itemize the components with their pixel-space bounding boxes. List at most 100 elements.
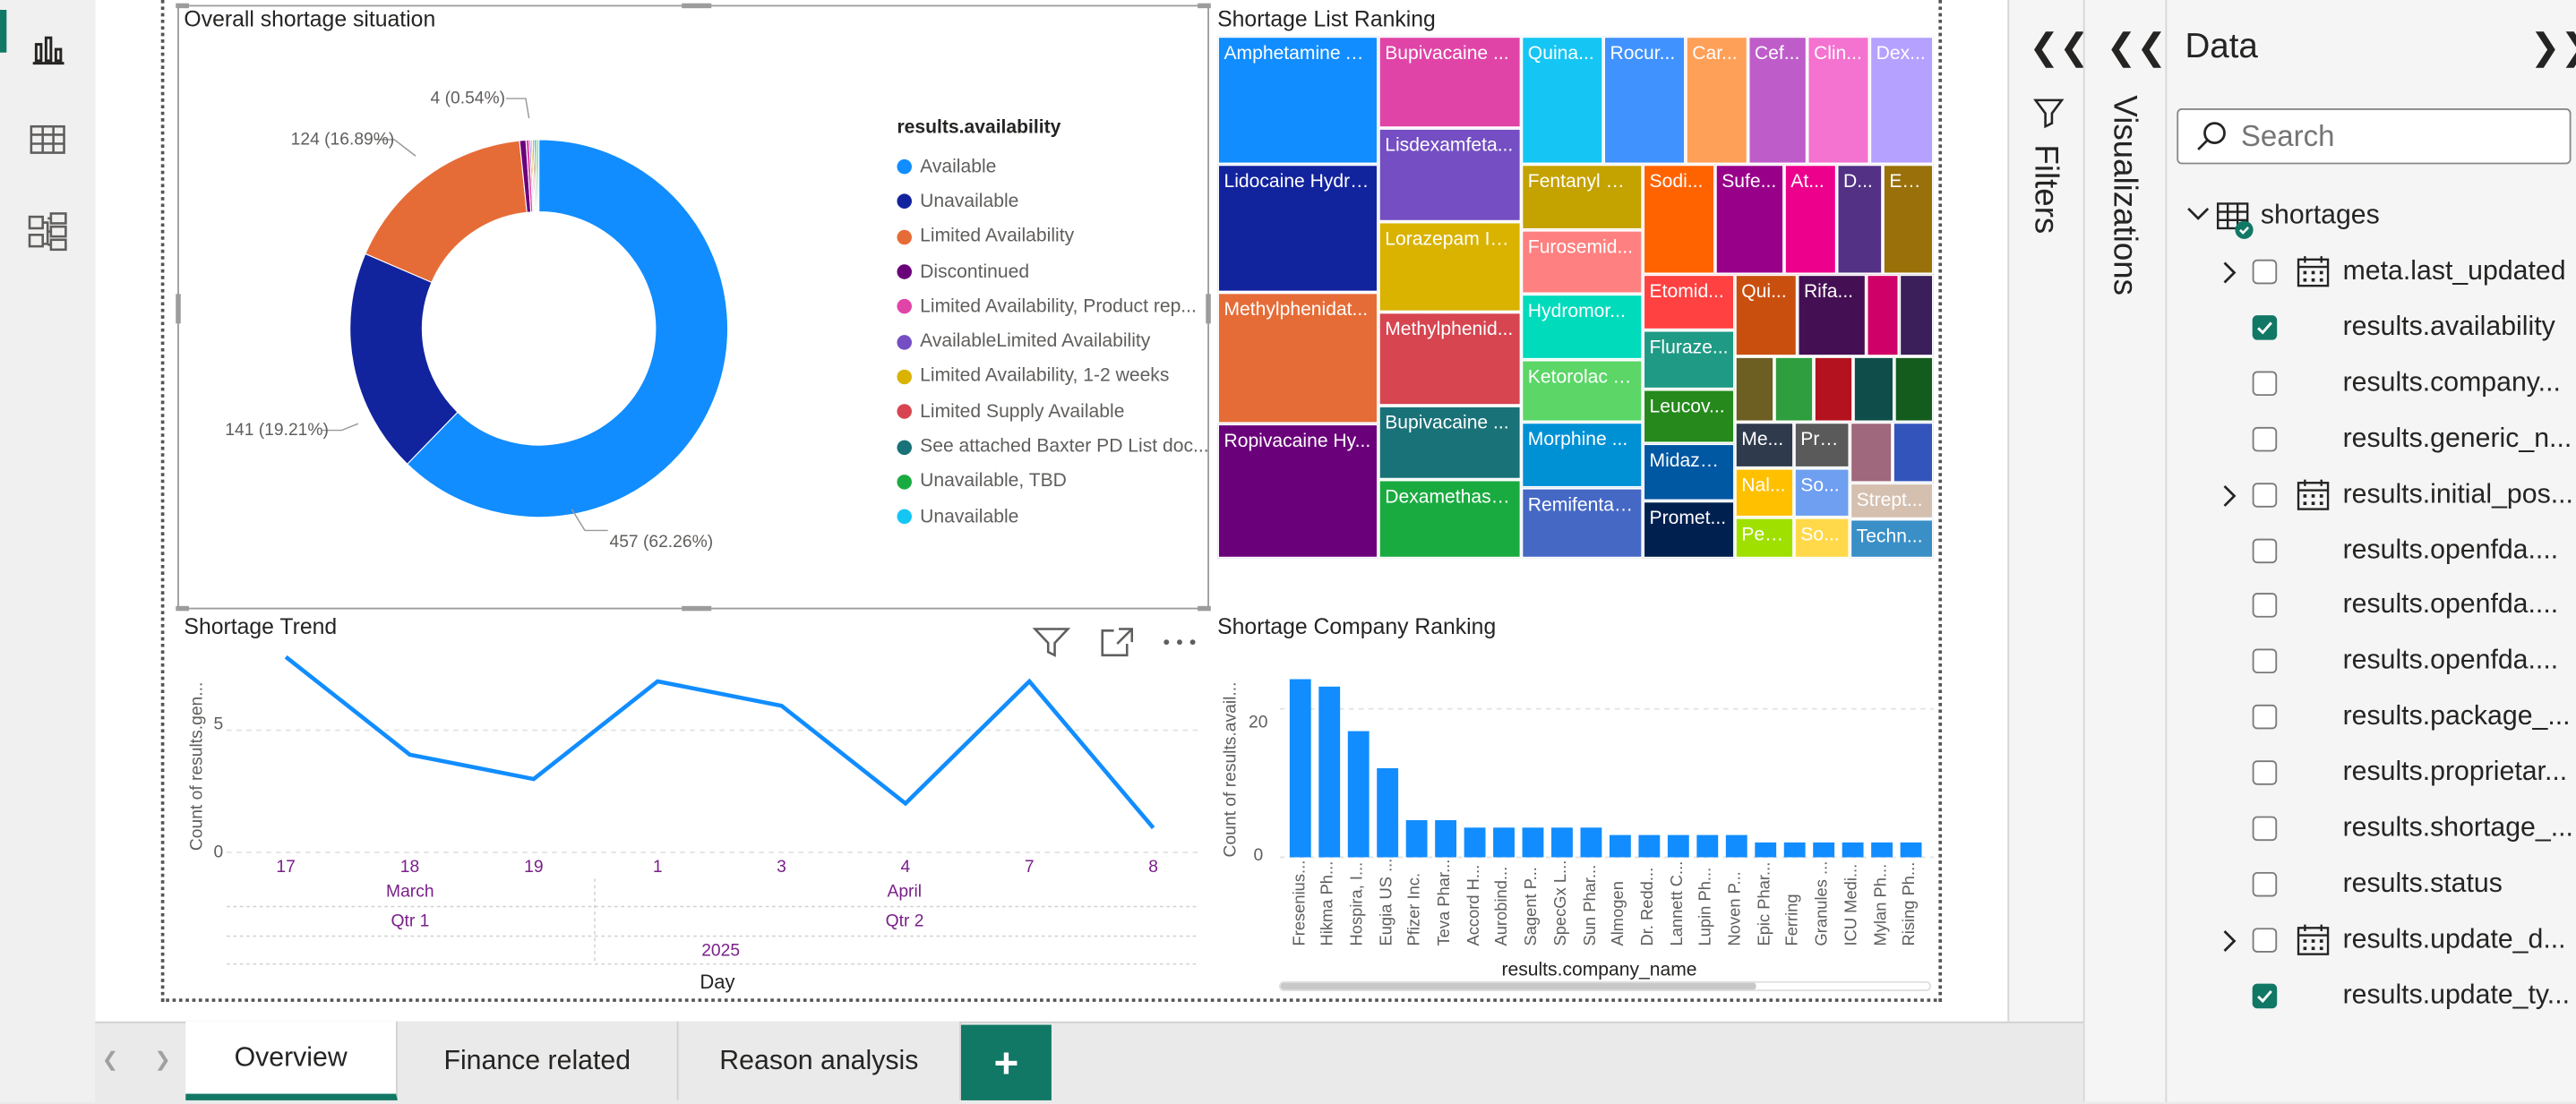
donut-slice[interactable] [349, 252, 459, 465]
treemap-chart[interactable]: Amphetamine A... Lidocaine Hydro... Methyl… [1217, 36, 1934, 559]
field-name[interactable]: results.status [2342, 869, 2503, 899]
treemap-cell[interactable] [1852, 356, 1894, 423]
resize-handle-left[interactable] [176, 294, 181, 324]
company-bar[interactable] [1783, 842, 1806, 858]
expand-visualizations-icon[interactable]: ❮❮ [2106, 26, 2168, 68]
field-name[interactable]: results.availability [2342, 312, 2555, 342]
field-checkbox[interactable] [2252, 259, 2278, 285]
company-bar[interactable] [1493, 827, 1515, 858]
field-name[interactable]: results.openfda.... [2342, 535, 2559, 565]
field-checkbox[interactable] [2252, 649, 2278, 674]
tab-finance-related[interactable]: Finance related [397, 1021, 679, 1100]
legend-item[interactable]: Unavailable, TBD [897, 464, 1200, 499]
resize-handle-bottom[interactable] [682, 605, 712, 612]
treemap-cell[interactable]: Lisdexamfeta... [1378, 128, 1522, 222]
resize-handle-corner[interactable] [1198, 3, 1211, 9]
treemap-cell[interactable]: Sufe... [1714, 164, 1784, 275]
treemap-cell[interactable] [1850, 422, 1893, 484]
field-name[interactable]: results.openfda.... [2342, 646, 2559, 676]
treemap-cell[interactable]: Strept... [1850, 483, 1934, 519]
resize-handle-corner[interactable] [176, 605, 189, 612]
company-bar[interactable] [1842, 842, 1864, 858]
treemap-cell[interactable]: Fentanyl Ci... [1521, 164, 1644, 230]
legend-item[interactable]: Unavailable [897, 500, 1200, 535]
company-bar[interactable] [1696, 834, 1719, 858]
field-name[interactable]: results.openfda.... [2342, 590, 2559, 620]
visualizations-pane-label[interactable]: Visualizations [2106, 95, 2142, 296]
search-input[interactable] [2240, 116, 2554, 157]
table-view-icon[interactable] [23, 115, 73, 164]
horizontal-scrollbar-track[interactable] [1278, 980, 1932, 991]
field-name[interactable]: meta.last_updated [2342, 256, 2566, 287]
treemap-cell[interactable] [1892, 422, 1934, 484]
field-name[interactable]: results.initial_pos... [2342, 478, 2573, 509]
company-bar[interactable] [1580, 827, 1602, 858]
company-bar[interactable] [1755, 842, 1777, 858]
treemap-cell[interactable]: So... [1793, 467, 1850, 518]
company-bar[interactable] [1464, 827, 1486, 858]
more-options-icon[interactable] [1160, 624, 1199, 669]
horizontal-scrollbar-thumb[interactable] [1279, 981, 1756, 991]
legend-item[interactable]: AvailableLimited Availability [897, 324, 1200, 359]
donut-chart[interactable] [177, 65, 884, 591]
treemap-cell[interactable]: Ep... [1882, 164, 1934, 275]
field-checkbox[interactable] [2252, 426, 2278, 451]
treemap-cell[interactable]: Dexamethaso... [1378, 479, 1522, 559]
treemap-cell[interactable]: Pro... [1793, 422, 1850, 468]
tab-scroll-left-icon[interactable]: ❮ [101, 1048, 119, 1071]
field-name[interactable]: results.update_ty... [2342, 980, 2571, 1010]
resize-handle-corner[interactable] [1198, 605, 1211, 612]
treemap-cell[interactable]: So... [1793, 517, 1850, 559]
treemap-cell[interactable]: Furosemid... [1521, 229, 1644, 295]
field-name[interactable]: results.package_... [2342, 701, 2571, 732]
legend-item[interactable]: Limited Supply Available [897, 394, 1200, 429]
field-checkbox[interactable] [2252, 816, 2278, 842]
treemap-cell[interactable]: Amphetamine A... [1217, 36, 1378, 165]
company-bar[interactable] [1377, 767, 1399, 858]
treemap-cell[interactable]: Morphine ... [1521, 422, 1644, 488]
field-checkbox[interactable] [2252, 760, 2278, 785]
treemap-cell[interactable]: Pen... [1734, 517, 1794, 559]
treemap-cell[interactable]: Promet... [1643, 501, 1735, 559]
treemap-cell[interactable]: Dex... [1869, 36, 1934, 165]
company-bar[interactable] [1900, 842, 1922, 858]
tab-overview[interactable]: Overview [185, 1021, 398, 1100]
treemap-cell[interactable]: Quina... [1521, 36, 1604, 165]
treemap-cell[interactable]: Rocur... [1603, 36, 1686, 165]
field-checkbox[interactable] [2252, 871, 2278, 897]
filters-pane-label[interactable]: Filters [2027, 144, 2064, 235]
field-name[interactable]: results.proprietar... [2342, 757, 2568, 787]
company-bar[interactable] [1551, 827, 1573, 858]
expand-field-icon[interactable] [2218, 258, 2241, 295]
treemap-cell[interactable]: Lorazepam Inj... [1378, 221, 1522, 312]
treemap-cell[interactable]: Etomid... [1643, 274, 1735, 330]
field-checkbox[interactable] [2252, 927, 2278, 953]
treemap-cell[interactable]: Methylphenid... [1378, 312, 1522, 407]
legend-item[interactable]: See attached Baxter PD List doc... [897, 429, 1209, 464]
donut-visual-selection[interactable] [176, 3, 1211, 612]
company-bar[interactable] [1405, 820, 1428, 858]
treemap-cell[interactable] [1893, 356, 1934, 423]
filter-icon[interactable] [1032, 624, 1071, 669]
visualizations-pane[interactable] [2082, 0, 2168, 1102]
search-box[interactable] [2177, 108, 2572, 165]
treemap-cell[interactable] [1734, 356, 1774, 423]
legend-item[interactable]: Limited Availability, 1-2 weeks [897, 359, 1200, 394]
company-bar[interactable] [1638, 834, 1661, 858]
treemap-cell[interactable]: Clin... [1807, 36, 1870, 165]
company-bar[interactable] [1609, 834, 1631, 858]
treemap-cell[interactable]: Hydromor... [1521, 294, 1644, 360]
field-checkbox[interactable] [2252, 537, 2278, 563]
field-checkbox[interactable] [2252, 371, 2278, 396]
company-bar[interactable] [1813, 842, 1835, 858]
treemap-cell[interactable]: Qui... [1734, 274, 1798, 357]
table-name-shortages[interactable]: shortages [2260, 200, 2380, 230]
company-bar[interactable] [1522, 827, 1544, 858]
company-bar[interactable] [1435, 820, 1457, 858]
trend-series-line[interactable] [284, 655, 1155, 830]
treemap-cell[interactable]: Sodi... [1643, 164, 1715, 275]
report-view-icon[interactable] [23, 25, 73, 74]
field-checkbox[interactable] [2252, 705, 2278, 730]
legend-item[interactable]: Available [897, 150, 1200, 184]
treemap-cell[interactable]: Techn... [1850, 518, 1934, 559]
